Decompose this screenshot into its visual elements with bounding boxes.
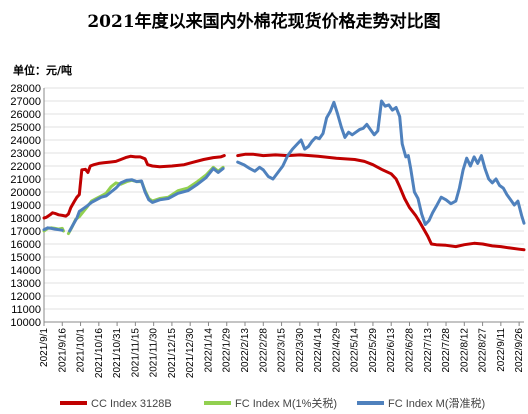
y-tick-label: 19000 xyxy=(10,200,41,212)
x-tick-label: 2022/9/11 xyxy=(496,328,507,372)
series-line-1 xyxy=(42,154,226,220)
x-tick-label: 2021/9/1 xyxy=(39,328,50,367)
series-line-1 xyxy=(236,152,526,252)
series-line-2 xyxy=(66,165,225,236)
y-tick-label: 18000 xyxy=(10,213,41,225)
unit-label: 单位：元/吨 xyxy=(13,63,72,77)
series-line-3 xyxy=(68,167,225,233)
legend-label: FC Index M(1%关税) xyxy=(235,396,337,410)
x-tick-label: 2022/5/29 xyxy=(368,328,379,373)
y-tick-label: 14000 xyxy=(10,265,41,277)
y-tick-label: 25000 xyxy=(10,122,41,134)
y-tick-label: 23000 xyxy=(10,148,41,160)
gridlines xyxy=(44,87,524,323)
x-tick-label: 2021/10/1 xyxy=(76,328,87,373)
series-line-3 xyxy=(236,99,526,226)
y-tick-label: 17000 xyxy=(10,226,41,238)
x-tick-label: 2022/8/12 xyxy=(459,328,470,373)
y-tick-label: 13000 xyxy=(10,278,41,290)
x-tick-label: 2022/1/29 xyxy=(222,328,233,373)
x-tick-label: 2022/3/15 xyxy=(277,328,288,373)
y-tick-label: 24000 xyxy=(10,135,41,147)
plot-area xyxy=(42,99,526,252)
x-tick-label: 2021/10/31 xyxy=(112,328,123,378)
x-tick-label: 2022/3/30 xyxy=(295,328,306,373)
y-tick-label: 26000 xyxy=(10,109,41,121)
y-tick-label: 20000 xyxy=(10,187,41,199)
x-tick-label: 2022/6/28 xyxy=(404,328,415,373)
y-tick-label: 15000 xyxy=(10,252,41,264)
x-tick-label: 2022/4/29 xyxy=(331,328,342,373)
chart-title: 2021年度以来国内外棉花现货价格走势对比图 xyxy=(87,11,440,32)
x-tick-label: 2021/12/30 xyxy=(185,328,196,378)
x-tick-label: 2022/2/13 xyxy=(240,328,251,373)
y-tick-label: 16000 xyxy=(10,239,41,251)
x-tick-label: 2022/7/28 xyxy=(441,328,452,373)
x-tick-label: 2021/11/30 xyxy=(149,328,160,378)
x-tick-label: 2022/7/13 xyxy=(423,328,434,373)
x-tick-label: 2022/2/28 xyxy=(258,328,269,373)
x-axis: 2021/9/1 2021/9/16 2021/10/1 2021/10/16 2021… xyxy=(39,321,525,378)
x-tick-label: 2021/9/16 xyxy=(57,328,68,373)
legend-label: CC Index 3128B xyxy=(91,398,172,410)
y-tick-label: 22000 xyxy=(10,161,41,173)
legend-label: FC Index M(滑准税) xyxy=(388,396,485,410)
y-tick-label: 27000 xyxy=(10,96,41,108)
x-tick-label: 2022/5/14 xyxy=(350,328,361,373)
x-tick-label: 2022/4/14 xyxy=(313,328,324,373)
y-tick-label: 21000 xyxy=(10,174,41,186)
x-tick-label: 2022/9/26 xyxy=(514,328,525,373)
x-tick-label: 2022/8/27 xyxy=(478,328,489,373)
x-tick-label: 2022/6/13 xyxy=(386,328,397,373)
y-tick-label: 11000 xyxy=(11,304,41,316)
x-tick-label: 2021/10/16 xyxy=(94,328,105,378)
legend: CC Index 3128B FC Index M(1%关税) FC Index M… xyxy=(60,396,485,410)
y-tick-label: 12000 xyxy=(10,291,41,303)
y-tick-label: 28000 xyxy=(10,83,41,95)
series-line-3 xyxy=(42,226,64,232)
y-tick-label: 10000 xyxy=(10,317,41,329)
x-tick-label: 2021/12/15 xyxy=(167,328,178,378)
x-tick-label: 2022/1/14 xyxy=(203,328,214,373)
x-tick-label: 2021/11/15 xyxy=(130,328,141,378)
y-axis: 1000011000120001300014000150001600017000… xyxy=(10,83,45,329)
